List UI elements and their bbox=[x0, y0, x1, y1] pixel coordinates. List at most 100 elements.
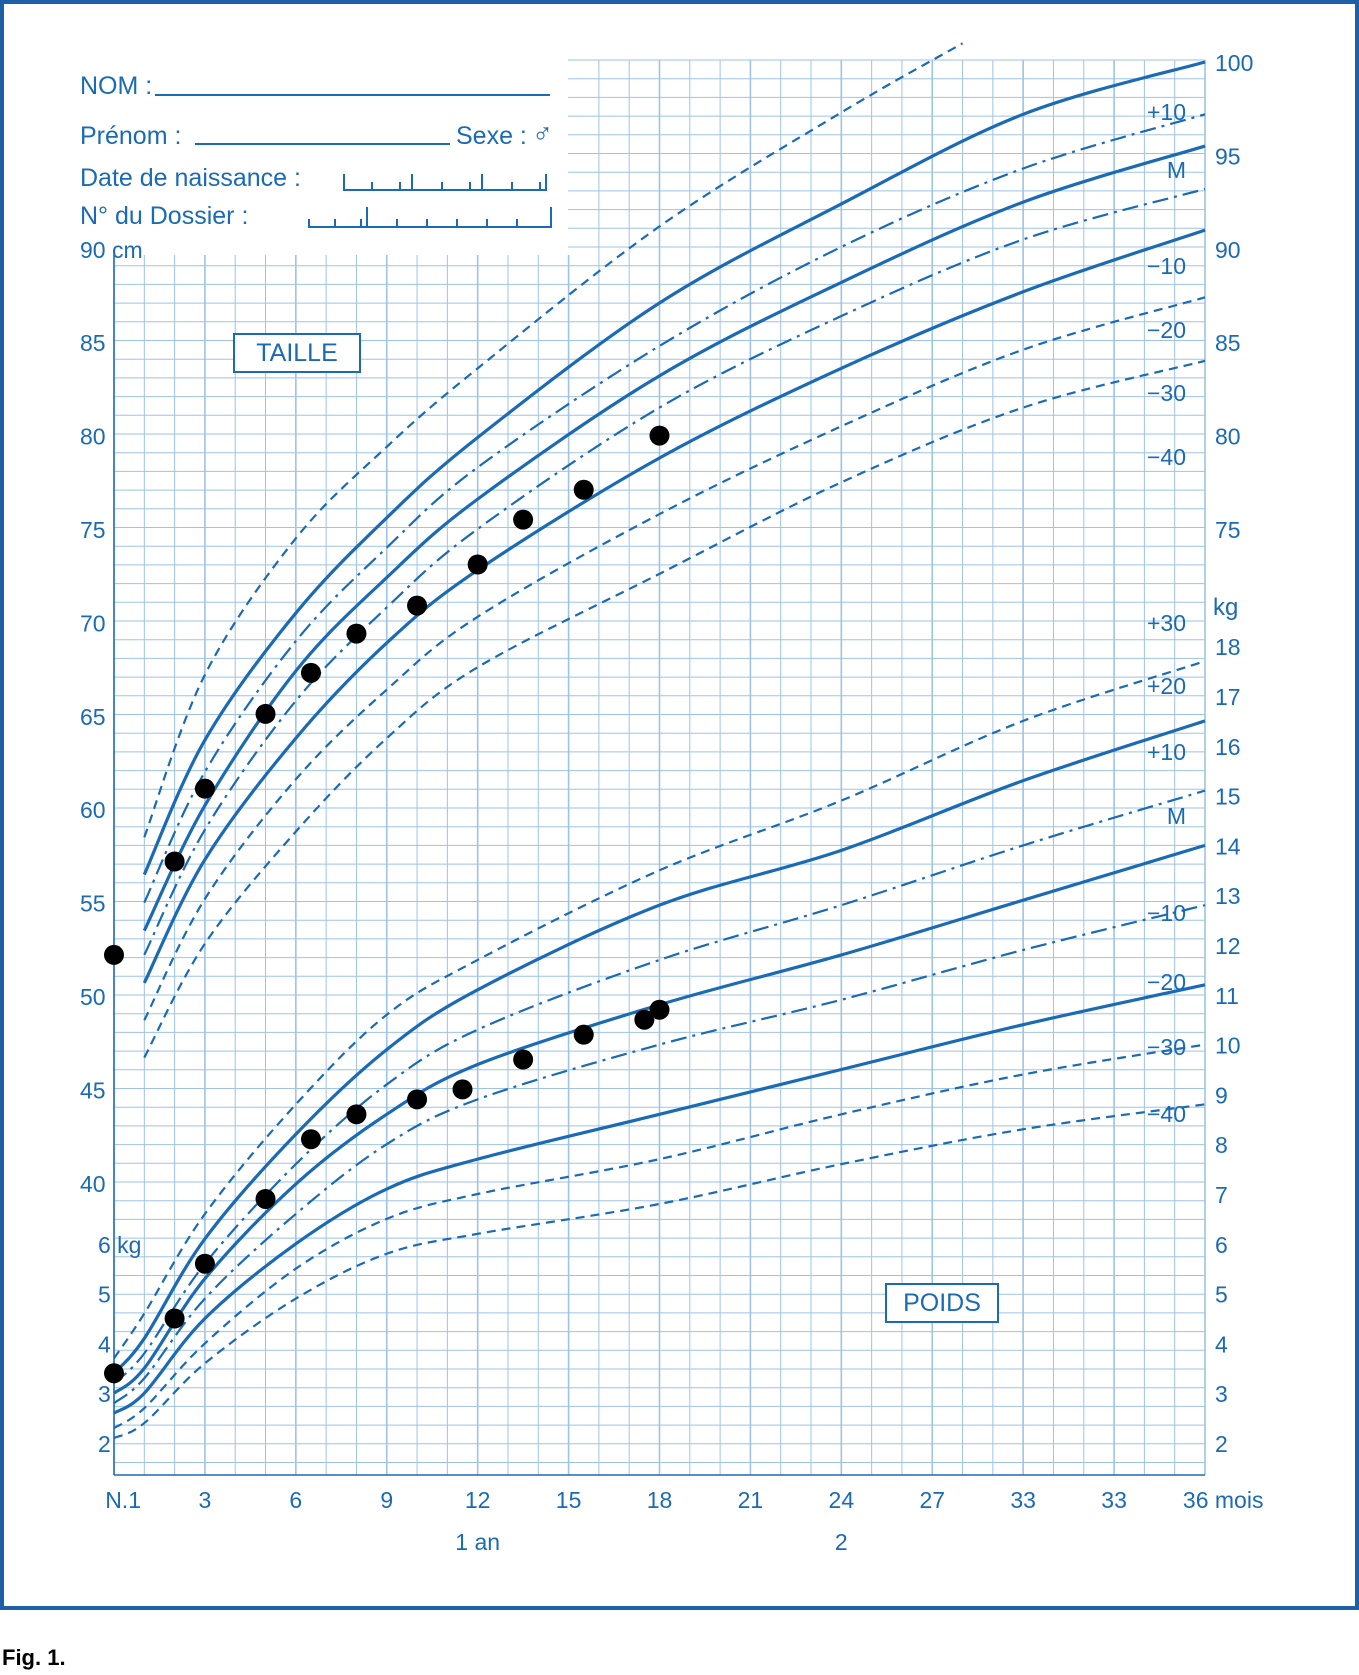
poids-point bbox=[513, 1049, 534, 1070]
poids-point bbox=[649, 999, 670, 1020]
poids-point bbox=[194, 1253, 215, 1274]
taille-box: TAILLE bbox=[233, 333, 361, 373]
taille-point bbox=[573, 479, 594, 500]
poids-point bbox=[255, 1188, 276, 1209]
poids-right-tick-label: 12 bbox=[1215, 933, 1241, 959]
poids-point bbox=[346, 1104, 367, 1125]
poids-curve-label: −10 bbox=[1147, 900, 1186, 926]
poids-curve-0 bbox=[113, 660, 1206, 1359]
poids-right-tick-label: 11 bbox=[1215, 983, 1239, 1009]
x-tick-label: 33 bbox=[1010, 1487, 1036, 1513]
chart-points bbox=[104, 425, 670, 1384]
taille-curve-label: −30 bbox=[1147, 380, 1186, 406]
taille-curve-3 bbox=[142, 144, 1206, 932]
taille-point bbox=[164, 851, 185, 872]
poids-curve-label: +20 bbox=[1147, 673, 1186, 699]
taille-right-tick-label: 100 bbox=[1215, 50, 1253, 76]
poids-point bbox=[104, 1363, 124, 1384]
poids-curve-label: +10 bbox=[1147, 739, 1186, 765]
taille-curve-label: −20 bbox=[1147, 317, 1186, 343]
poids-right-tick-label: 15 bbox=[1215, 784, 1241, 810]
poids-right-tick-label: 10 bbox=[1215, 1033, 1241, 1059]
poids-left-tick-label: 5 bbox=[98, 1282, 111, 1308]
sexe-label: Sexe : bbox=[456, 122, 527, 150]
poids-right-tick-label: 13 bbox=[1215, 883, 1241, 909]
taille-left-tick-label: 80 bbox=[80, 424, 106, 450]
poids-curve-label: −40 bbox=[1147, 1101, 1186, 1127]
poids-left-tick-label: 3 bbox=[98, 1381, 111, 1407]
taille-left-tick-label: 75 bbox=[80, 517, 106, 543]
chart-labels: +10 M −10 −20 −30 −40 +30 +20 +10 M −10 −20 −30 −40 bbox=[1147, 99, 1186, 1127]
chart-grid bbox=[113, 59, 1206, 1476]
prenom-field[interactable] bbox=[195, 143, 450, 145]
prenom-label: Prénom : bbox=[80, 122, 182, 150]
taille-curve-label: M bbox=[1167, 157, 1186, 183]
growth-chart: 90 cm4045505560657075808575808590951006 … bbox=[80, 42, 1264, 1555]
x-tick-label: 18 bbox=[647, 1487, 673, 1513]
taille-curve-7 bbox=[143, 359, 1206, 1059]
poids-point bbox=[634, 1009, 655, 1030]
poids-curve-label: −30 bbox=[1147, 1034, 1186, 1060]
taille-left-tick-label: 55 bbox=[80, 891, 106, 917]
taille-curve-label: −40 bbox=[1147, 444, 1186, 470]
taille-right-tick-label: 80 bbox=[1215, 424, 1241, 450]
poids-curve-label: −20 bbox=[1147, 969, 1186, 995]
date-naissance-label: Date de naissance : bbox=[80, 164, 301, 192]
poids-right-tick-label: 7 bbox=[1215, 1182, 1228, 1208]
poids-curve-2 bbox=[113, 789, 1206, 1385]
x-year-label: 2 bbox=[835, 1529, 848, 1555]
x-tick-label: 6 bbox=[289, 1487, 302, 1513]
taille-left-tick-label: 90 cm bbox=[80, 237, 143, 263]
poids-right-tick-label: 6 bbox=[1215, 1232, 1228, 1258]
poids-right-axis-unit: kg bbox=[1213, 594, 1238, 621]
poids-right-tick-label: 18 bbox=[1215, 634, 1241, 660]
date-naissance-field[interactable] bbox=[340, 172, 550, 194]
poids-point bbox=[407, 1089, 428, 1110]
poids-curve-6 bbox=[113, 1043, 1206, 1430]
x-tick-label: 36 mois bbox=[1183, 1487, 1264, 1513]
taille-left-tick-label: 65 bbox=[80, 704, 106, 730]
taille-right-tick-label: 95 bbox=[1215, 143, 1241, 169]
taille-point bbox=[467, 554, 488, 575]
x-tick-label: 15 bbox=[556, 1487, 582, 1513]
poids-left-tick-label: 2 bbox=[98, 1431, 111, 1457]
male-symbol-icon: ♂ bbox=[532, 118, 553, 149]
x-tick-label: 33 bbox=[1101, 1487, 1127, 1513]
poids-curve-1 bbox=[112, 719, 1206, 1375]
poids-right-tick-label: 4 bbox=[1215, 1331, 1228, 1357]
poids-right-tick-label: 3 bbox=[1215, 1381, 1228, 1407]
poids-curve-7 bbox=[113, 1103, 1206, 1440]
x-tick-label: 9 bbox=[380, 1487, 393, 1513]
taille-left-tick-label: 70 bbox=[80, 610, 106, 636]
poids-point bbox=[573, 1024, 594, 1045]
poids-right-tick-label: 16 bbox=[1215, 734, 1241, 760]
taille-point bbox=[407, 595, 428, 616]
taille-right-tick-label: 90 bbox=[1215, 237, 1241, 263]
poids-right-tick-label: 14 bbox=[1215, 833, 1241, 859]
x-tick-label: 3 bbox=[199, 1487, 212, 1513]
taille-left-tick-label: 50 bbox=[80, 984, 106, 1010]
poids-box: POIDS bbox=[885, 1283, 999, 1323]
taille-left-tick-label: 85 bbox=[80, 330, 106, 356]
taille-curve-label: +10 bbox=[1147, 99, 1186, 125]
taille-point bbox=[194, 778, 215, 799]
nom-field[interactable] bbox=[155, 94, 550, 96]
taille-right-tick-label: 85 bbox=[1215, 330, 1241, 356]
poids-curve-3 bbox=[112, 843, 1206, 1395]
poids-curve-label: +30 bbox=[1147, 610, 1186, 636]
taille-curve-2 bbox=[143, 113, 1206, 904]
taille-left-tick-label: 45 bbox=[80, 1077, 106, 1103]
poids-point bbox=[300, 1129, 321, 1150]
taille-curve-0 bbox=[143, 42, 964, 838]
nom-label: NOM : bbox=[80, 72, 153, 100]
taille-curve-4 bbox=[143, 187, 1206, 956]
taille-curve-label: −10 bbox=[1147, 253, 1186, 279]
chart-frame bbox=[0, 0, 1359, 1610]
poids-point bbox=[164, 1308, 185, 1329]
x-year-label: 1 an bbox=[455, 1529, 500, 1555]
poids-curve-4 bbox=[113, 904, 1206, 1405]
taille-right-tick-label: 75 bbox=[1215, 517, 1241, 543]
x-tick-label: 27 bbox=[919, 1487, 945, 1513]
dossier-field[interactable] bbox=[305, 205, 555, 231]
taille-curve-1 bbox=[142, 60, 1206, 876]
